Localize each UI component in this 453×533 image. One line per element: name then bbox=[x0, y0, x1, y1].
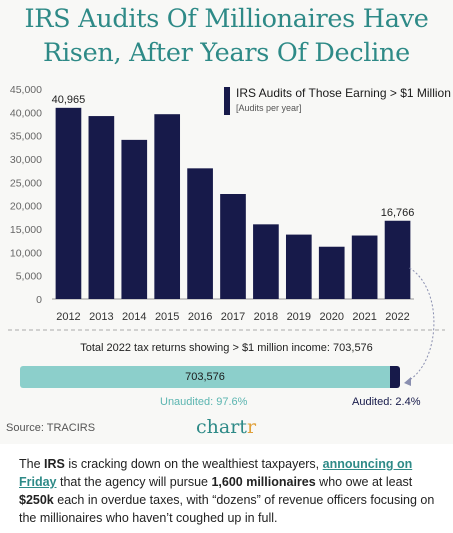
total-returns-label: Total 2022 tax returns showing > $1 mill… bbox=[80, 342, 373, 354]
y-tick-label: 20,000 bbox=[10, 201, 42, 213]
connector-line bbox=[405, 267, 435, 383]
bar-2016 bbox=[187, 168, 213, 299]
article-text-1: The bbox=[19, 457, 45, 471]
unaudited-label: Unaudited: 97.6% bbox=[160, 396, 248, 408]
x-tick-label: 2013 bbox=[89, 311, 113, 323]
brand-main: chart bbox=[196, 416, 247, 438]
bar-2012 bbox=[55, 107, 82, 299]
brand-end: r bbox=[246, 416, 257, 438]
bar-2013 bbox=[88, 116, 115, 299]
bar-value-label: 16,766 bbox=[381, 207, 415, 219]
total-returns-value: 703,576 bbox=[185, 371, 225, 383]
bar-2014 bbox=[121, 139, 148, 299]
unaudited-bar bbox=[20, 366, 390, 388]
bar-2020 bbox=[318, 246, 345, 299]
connector-arrowhead bbox=[404, 377, 411, 386]
article-text-2: is cracking down on the wealthiest taxpa… bbox=[64, 457, 323, 471]
x-tick-label: 2022 bbox=[385, 311, 409, 323]
source-note: Source: TRACIRS bbox=[6, 422, 96, 434]
audited-bar bbox=[390, 366, 400, 388]
brand-logo: chartr bbox=[196, 416, 256, 438]
bar-value-label: 40,965 bbox=[52, 94, 86, 106]
legend-subtitle: [Audits per year] bbox=[236, 103, 302, 113]
x-tick-label: 2020 bbox=[319, 311, 343, 323]
article-text-5: each in overdue taxes, with “dozens” of … bbox=[19, 493, 435, 525]
bar-2017 bbox=[220, 194, 246, 299]
y-tick-label: 45,000 bbox=[10, 84, 42, 96]
bar-chart: 0 5,000 10,000 15,000 20,000 25,000 30,000 35,0… bbox=[8, 84, 445, 386]
chart-title: IRS Audits Of Millionaires Have Risen, A… bbox=[0, 2, 453, 70]
legend-swatch bbox=[224, 87, 230, 115]
y-tick-label: 35,000 bbox=[10, 131, 42, 143]
bar-2021 bbox=[351, 235, 378, 299]
article-text-4: who owe at least bbox=[315, 475, 413, 489]
bar-2019 bbox=[285, 234, 312, 299]
x-tick-label: 2018 bbox=[254, 311, 278, 323]
bar-2018 bbox=[253, 224, 279, 299]
y-tick-label: 30,000 bbox=[10, 154, 42, 166]
audited-label: Audited: 2.4% bbox=[352, 396, 421, 408]
article-irs: IRS bbox=[44, 457, 65, 471]
article-bold-millionaires: 1,600 millionaires bbox=[211, 475, 316, 489]
bar-2022 bbox=[384, 220, 411, 299]
bar-2015 bbox=[154, 114, 181, 299]
x-tick-label: 2016 bbox=[188, 311, 212, 323]
chart-card: IRS Audits Of Millionaires Have Risen, A… bbox=[0, 2, 453, 438]
x-tick-label: 2017 bbox=[221, 311, 245, 323]
article-paragraph: The IRS is cracking down on the wealthie… bbox=[19, 455, 437, 527]
article-text-3: that the agency will pursue bbox=[56, 475, 212, 489]
title-line-2: Risen, After Years Of Decline bbox=[43, 38, 410, 68]
legend-title: IRS Audits of Those Earning > $1 Million bbox=[236, 86, 451, 100]
article-bold-amount: $250k bbox=[19, 493, 54, 507]
x-tick-label: 2019 bbox=[287, 311, 311, 323]
y-tick-label: 25,000 bbox=[10, 177, 42, 189]
y-tick-label: 5,000 bbox=[16, 271, 42, 283]
y-tick-label: 0 bbox=[36, 294, 42, 306]
x-tick-label: 2012 bbox=[56, 311, 80, 323]
x-tick-label: 2014 bbox=[122, 311, 146, 323]
x-tick-label: 2015 bbox=[155, 311, 179, 323]
y-tick-label: 15,000 bbox=[10, 224, 42, 236]
y-tick-label: 40,000 bbox=[10, 107, 42, 119]
y-tick-label: 10,000 bbox=[10, 247, 42, 259]
x-tick-label: 2021 bbox=[352, 311, 376, 323]
title-line-1: IRS Audits Of Millionaires Have bbox=[24, 4, 429, 34]
announcement-link[interactable]: announcing on Friday bbox=[19, 457, 413, 489]
